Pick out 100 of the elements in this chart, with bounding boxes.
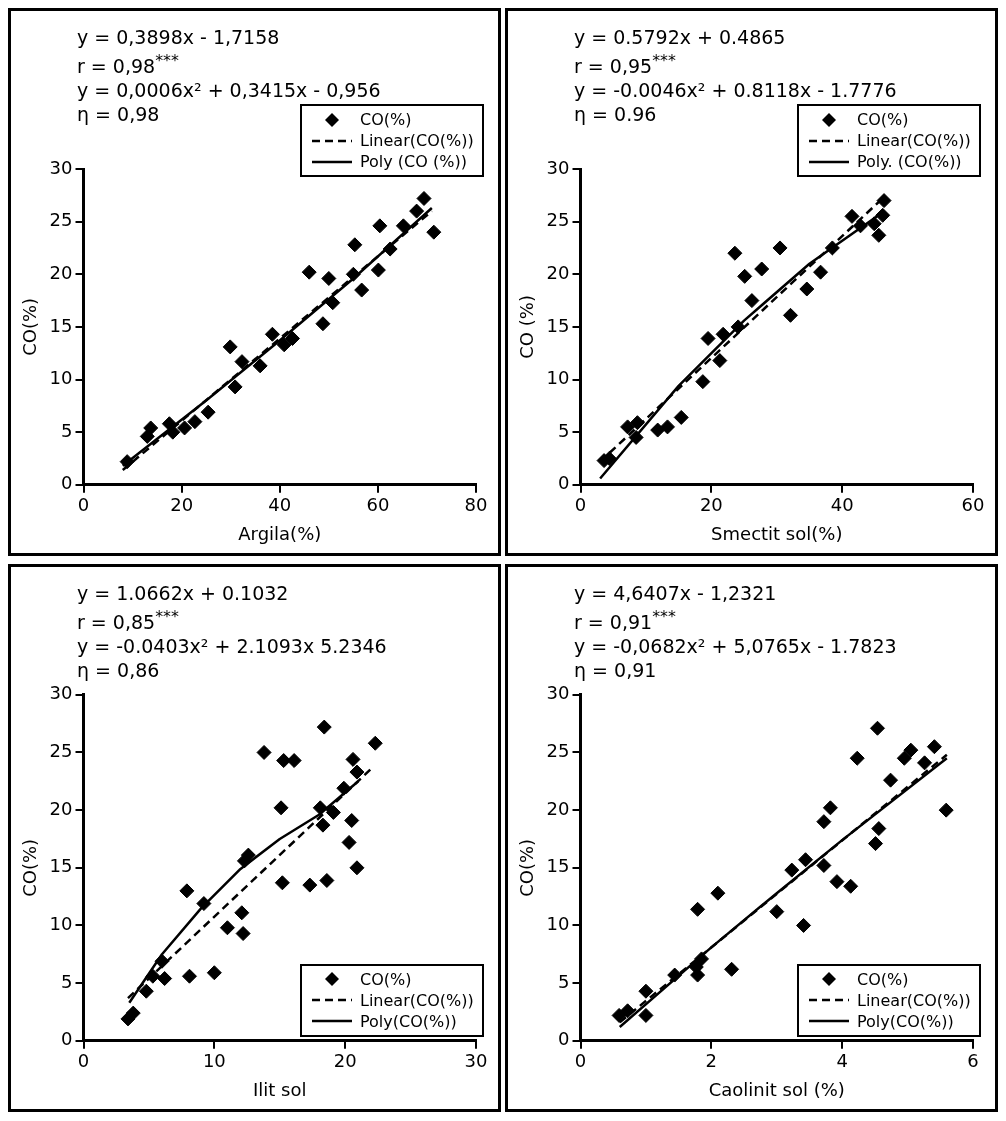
y-tick-label: 20 — [49, 261, 73, 283]
y-tick-label: 30 — [546, 682, 570, 704]
point — [177, 420, 193, 436]
point — [157, 971, 173, 987]
y-tick-label: 30 — [49, 156, 73, 178]
y-tick-label: 5 — [558, 419, 570, 441]
y-tick-label: 20 — [546, 797, 570, 819]
x-tick-label: 2 — [705, 1050, 718, 1072]
legend-label: Poly(CO(%)) — [360, 1010, 457, 1032]
point — [372, 218, 388, 234]
x-tick-label: 40 — [268, 494, 292, 516]
point — [276, 337, 292, 353]
x-tick-label: 0 — [77, 494, 90, 516]
y-tick-label: 0 — [61, 472, 73, 494]
legend-label: CO(%) — [857, 109, 909, 130]
point — [938, 802, 954, 818]
y-tick-label: 10 — [49, 913, 73, 935]
x-tick-label: 0 — [574, 1050, 587, 1072]
point — [710, 885, 726, 901]
legend-label: Linear(CO(%)) — [857, 989, 971, 1011]
point — [273, 800, 289, 816]
x-tick-label: 10 — [202, 1050, 226, 1072]
point — [868, 836, 884, 852]
y-tick-label: 10 — [546, 367, 570, 389]
text: y = 1.0662x + 0.1032 — [77, 581, 290, 605]
text: y = 4,6407x - 1,2321 — [574, 581, 778, 605]
point — [712, 353, 728, 369]
point — [139, 428, 155, 444]
y-axis-title: CO(%) — [516, 838, 538, 897]
x-tick-label: 0 — [574, 494, 587, 516]
point — [235, 926, 251, 942]
point — [822, 800, 838, 816]
y-axis-title: CO(%) — [19, 838, 41, 897]
point — [138, 983, 154, 999]
point — [798, 852, 814, 868]
point — [727, 245, 743, 261]
y-tick-label: 0 — [558, 472, 570, 494]
point — [349, 860, 365, 876]
point — [234, 354, 250, 370]
point — [274, 875, 290, 891]
point — [252, 358, 268, 374]
x-tick-label: 4 — [836, 1050, 848, 1072]
text: y = 0.5792x + 0.4865 — [574, 25, 787, 49]
y-tick-label: 15 — [49, 855, 73, 877]
x-tick-label: 60 — [961, 494, 985, 516]
point — [871, 227, 887, 243]
text: y = -0,0682x² + 5,0765x - 1.7823 — [574, 634, 898, 659]
point — [302, 877, 318, 893]
text: y = 0,0006x² + 0,3415x - 0,956 — [77, 78, 382, 103]
point — [206, 965, 222, 981]
point — [869, 720, 885, 736]
text: η = 0,86 — [77, 658, 161, 683]
legend-label: Linear(CO(%)) — [360, 989, 474, 1011]
point — [349, 764, 365, 780]
point — [883, 772, 899, 788]
point — [896, 750, 912, 766]
y-axis-title: CO (%) — [516, 295, 538, 359]
point — [426, 224, 442, 240]
point — [737, 268, 753, 284]
y-tick-label: 10 — [546, 913, 570, 935]
point — [903, 742, 919, 758]
point — [700, 330, 716, 346]
legend-label: CO(%) — [857, 968, 909, 990]
text: r = 0,91$^{***}$ — [574, 606, 677, 635]
point — [871, 821, 887, 837]
point — [316, 719, 332, 735]
point — [200, 404, 216, 420]
x-axis-title: Argila(%) — [238, 522, 322, 544]
point — [843, 878, 859, 894]
point — [772, 240, 788, 256]
legend-label: Poly (CO (%)) — [360, 151, 467, 172]
point — [769, 904, 785, 920]
x-tick-label: 80 — [464, 494, 488, 516]
point — [744, 293, 760, 309]
point — [620, 419, 636, 435]
point — [370, 262, 386, 278]
point — [227, 379, 243, 395]
x-axis-title: Ilit sol — [253, 1078, 307, 1100]
x-tick-label: 6 — [967, 1050, 979, 1072]
y-axis-title: CO(%) — [19, 297, 41, 356]
point — [416, 190, 432, 206]
x-tick-label: 30 — [464, 1050, 488, 1072]
point — [844, 208, 860, 224]
point — [799, 281, 815, 297]
point — [829, 874, 845, 890]
point — [347, 237, 363, 253]
point — [354, 282, 370, 298]
x-tick-label: 20 — [699, 494, 723, 516]
y-tick-label: 25 — [49, 209, 73, 231]
y-tick-label: 20 — [49, 797, 73, 819]
point — [660, 419, 676, 435]
point — [256, 744, 272, 760]
point — [341, 834, 357, 850]
point — [325, 804, 341, 820]
x-axis-title: Caolinit sol (%) — [708, 1078, 845, 1100]
point — [264, 326, 280, 342]
y-tick-label: 25 — [546, 209, 570, 231]
point — [315, 316, 331, 332]
y-tick-label: 10 — [49, 367, 73, 389]
point — [234, 905, 250, 921]
